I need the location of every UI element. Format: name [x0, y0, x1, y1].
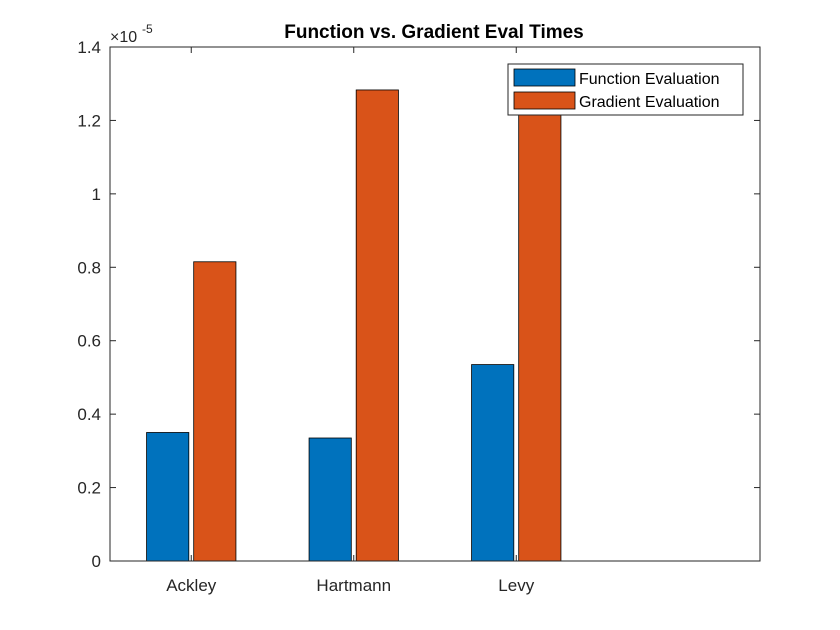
bar-hartmann-function — [308, 437, 352, 562]
y-tick-label: 0 — [92, 552, 101, 571]
y-tick-label: 1.4 — [77, 38, 101, 57]
y-tick-label: 0.6 — [77, 332, 101, 351]
y-axis-exponent: ×10 -5 — [110, 22, 153, 46]
y-tick-label: 1 — [92, 185, 101, 204]
legend-swatch-function — [513, 68, 576, 87]
x-tick-label-ackley: Ackley — [166, 576, 217, 595]
legend-swatch-gradient — [513, 91, 576, 110]
legend-label-gradient: Gradient Evaluation — [579, 94, 720, 111]
chart-title: Function vs. Gradient Eval Times — [284, 22, 584, 43]
axes-layer: 0 0.2 0.4 0.6 0.8 1 1.2 1.4 Ackley Hartmann Levy — [77, 38, 760, 595]
y-tick-label: 0.8 — [77, 258, 101, 277]
bar-ackley-gradient — [193, 261, 237, 562]
legend: Function Evaluation Gradient Evaluation — [507, 63, 744, 116]
y-exponent-base: ×10 — [110, 29, 137, 46]
bar-hartmann-gradient — [355, 89, 399, 562]
legend-label-function: Function Evaluation — [579, 71, 720, 88]
plot-area-frame — [109, 46, 761, 562]
y-exponent-power: -5 — [142, 22, 153, 36]
bars-layer — [146, 89, 562, 562]
x-tick-label-hartmann: Hartmann — [316, 576, 391, 595]
bar-ackley-function — [146, 432, 190, 562]
y-tick-label: 0.4 — [77, 405, 101, 424]
bar-levy-gradient — [518, 112, 562, 562]
x-tick-label-levy: Levy — [498, 576, 534, 595]
bar-levy-function — [471, 364, 515, 562]
y-tick-label: 0.2 — [77, 479, 101, 498]
y-tick-label: 1.2 — [77, 111, 101, 130]
